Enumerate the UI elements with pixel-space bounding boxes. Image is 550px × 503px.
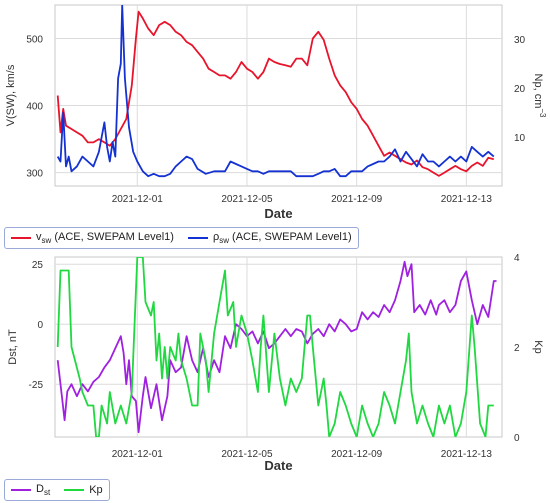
- y-left-tick-label: 0: [37, 320, 43, 331]
- y-left-tick-label: 300: [26, 169, 43, 180]
- series-line-0: [56, 260, 497, 434]
- legend-label-main: Kp: [89, 484, 103, 496]
- y-left-tick-label: 500: [26, 35, 43, 46]
- x-tick-label: 2021-12-13: [441, 449, 493, 460]
- y-right-tick-label: 10: [514, 133, 526, 144]
- y-right-axis-label: Kp: [532, 340, 544, 353]
- legend-label: ρsw (ACE, SWEPAM Level1): [213, 231, 352, 245]
- legend-bottom: Dst Kp: [4, 479, 110, 501]
- legend-label-subscript: sw: [41, 236, 52, 246]
- legend-label-subscript: st: [43, 488, 51, 498]
- y-left-tick-label: 400: [26, 102, 43, 113]
- y-left-tick-label: 25: [32, 260, 44, 271]
- legend-label-main: D: [36, 482, 44, 495]
- legend-label: vsw (ACE, SWEPAM Level1): [36, 231, 174, 245]
- chart-0: 2021-12-01 2021-12-05 2021-12-09 2021-12-13…: [5, 4, 547, 221]
- chart-1: 2021-12-01 2021-12-05 2021-12-09 2021-12-13…: [7, 253, 544, 473]
- legend-label-main: ρ: [212, 230, 220, 243]
- legend-label-main: v: [36, 230, 42, 243]
- y-right-tick-label: 20: [514, 84, 526, 95]
- legend-item[interactable]: Dst: [11, 483, 50, 497]
- series-line-1: [56, 257, 494, 437]
- x-tick-label: 2021-12-09: [331, 449, 383, 460]
- legend-label-rest: (ACE, SWEPAM Level1): [229, 230, 352, 243]
- legend-item[interactable]: Kp: [64, 484, 103, 496]
- y-right-tick-label: 0: [514, 433, 520, 444]
- x-axis-label: Date: [264, 458, 292, 473]
- x-tick-label: 2021-12-01: [112, 449, 164, 460]
- y-left-tick-label: -25: [29, 380, 44, 391]
- series-line-1: [56, 5, 495, 178]
- y-right-tick-label: 4: [514, 253, 520, 264]
- legend-label: Dst: [36, 483, 50, 497]
- legend-swatch: [11, 237, 31, 239]
- y-right-axis-label: Np, cm−3: [532, 74, 547, 119]
- legend-swatch: [11, 489, 31, 491]
- x-tick-label: 2021-12-13: [441, 194, 493, 205]
- y-right-tick-label: 30: [514, 35, 526, 46]
- y-left-axis-label: V(SW), km/s: [5, 64, 17, 126]
- x-tick-label: 2021-12-01: [112, 194, 164, 205]
- legend-label-subscript: sw: [219, 236, 229, 246]
- y-right-tick-label: 2: [514, 343, 520, 354]
- legend-label-rest: (ACE, SWEPAM Level1): [51, 230, 174, 243]
- legend-swatch: [187, 237, 208, 239]
- y-right-axis-label-base: Np, cm: [532, 74, 544, 109]
- legend-item[interactable]: ρsw (ACE, SWEPAM Level1): [187, 231, 352, 245]
- legend-item[interactable]: vsw (ACE, SWEPAM Level1): [11, 231, 174, 245]
- x-axis-label: Date: [264, 206, 292, 221]
- legend-top: vsw (ACE, SWEPAM Level1) ρsw (ACE, SWEPAM…: [4, 227, 359, 249]
- y-left-axis-label: Dst, nT: [7, 329, 19, 365]
- y-right-axis-label-exponent: −3: [538, 108, 547, 118]
- legend-swatch: [64, 489, 85, 491]
- legend-label: Kp: [89, 484, 102, 496]
- x-tick-label: 2021-12-05: [221, 449, 273, 460]
- x-tick-label: 2021-12-09: [331, 194, 383, 205]
- x-tick-label: 2021-12-05: [221, 194, 273, 205]
